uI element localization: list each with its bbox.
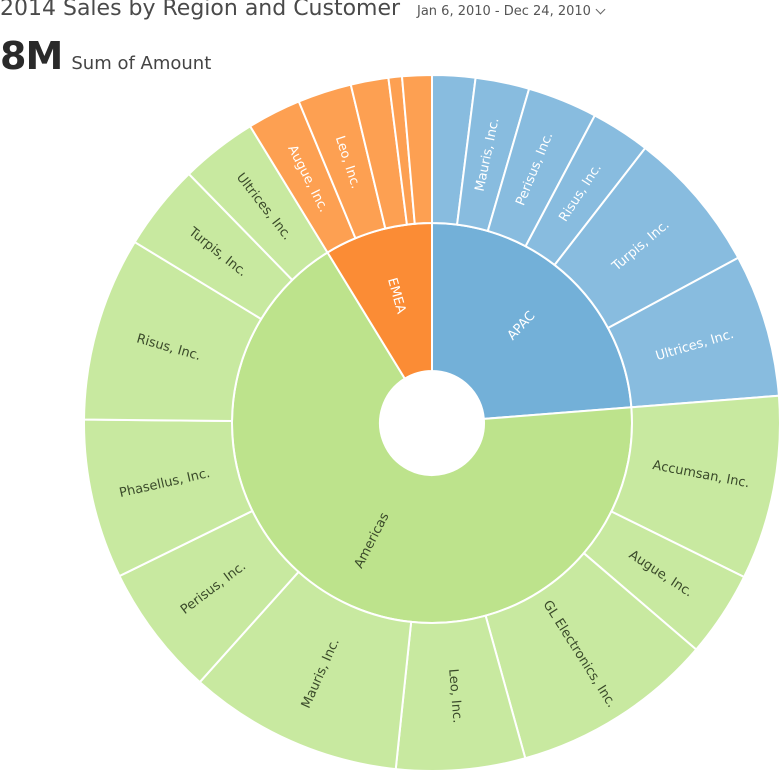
customer-segment-emea-item-4[interactable] (400, 73, 433, 225)
date-range-label: Jan 6, 2010 - Dec 24, 2010 (417, 4, 591, 19)
date-range-selector[interactable]: Jan 6, 2010 - Dec 24, 2010 (417, 4, 606, 19)
sunburst-center (380, 371, 484, 475)
kpi-label: Sum of Amount (71, 53, 212, 74)
chart-header: 2014 Sales by Region and Customer Jan 6,… (0, 0, 781, 30)
chart-title: 2014 Sales by Region and Customer (0, 0, 401, 21)
kpi-summary: 8M Sum of Amount (0, 34, 211, 78)
kpi-value: 8M (0, 34, 63, 78)
